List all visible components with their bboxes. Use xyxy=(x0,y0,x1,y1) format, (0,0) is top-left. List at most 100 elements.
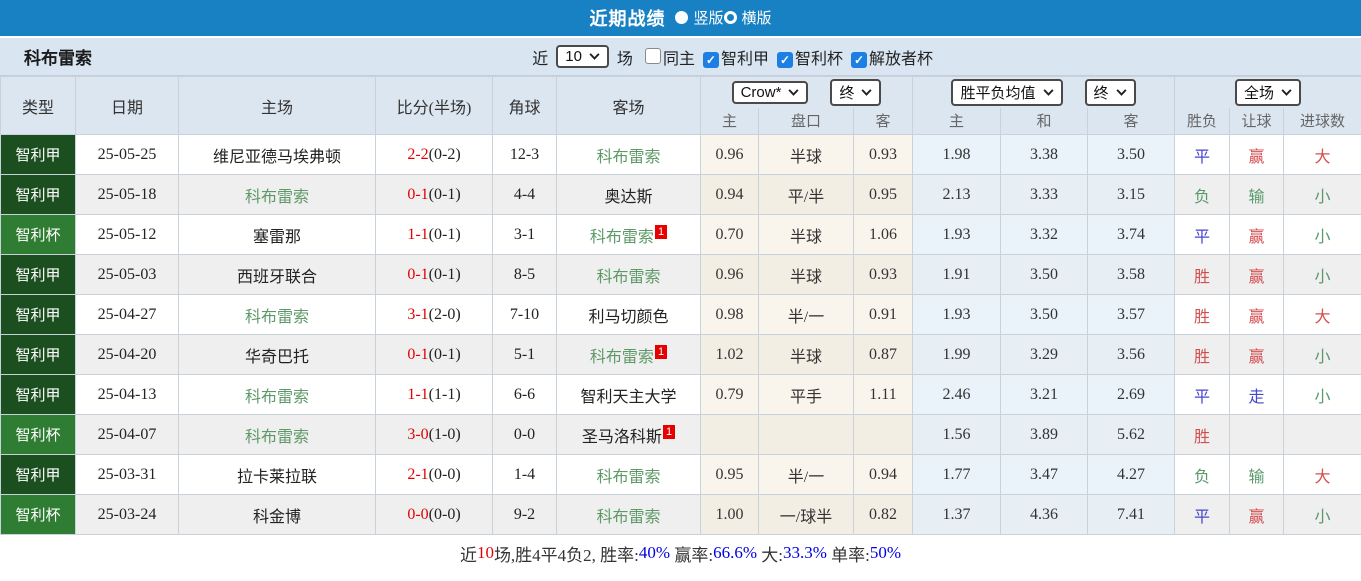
layout-radio-group: 竖版 横版 xyxy=(675,7,772,29)
avg-time-select[interactable]: 终 xyxy=(1084,78,1136,106)
odds-away-cell: 0.94 xyxy=(853,454,913,495)
team-name: 科布雷索 xyxy=(596,268,661,286)
checkbox-checked-icon[interactable]: ✓ xyxy=(776,51,793,68)
table-row: 智利甲 25-05-18 科布雷索 0-1(0-1) 4-4 奥达斯 0.94 平/半 0.95… xyxy=(0,174,1361,215)
avg-home-cell: 1.56 xyxy=(912,414,1001,455)
team-name: 科布雷索 xyxy=(24,49,92,68)
score-cell: 1-1(0-1) xyxy=(375,214,493,255)
goals-cell: 小 xyxy=(1282,334,1361,375)
avg-home-cell: 1.99 xyxy=(912,334,1001,375)
odds-time-select[interactable]: 终 xyxy=(830,78,882,106)
date-cell: 25-05-25 xyxy=(75,134,179,175)
home-team-cell: 塞雷那 xyxy=(178,214,376,255)
subcol-handicap-result: 让球 xyxy=(1229,107,1284,135)
filter-bar: 科布雷索 近 10 场 同主 ✓ 智利甲 ✓ 智利杯 ✓ 解放者杯 xyxy=(0,38,1361,76)
odds-home-cell: 0.94 xyxy=(700,174,759,215)
result-cell: 胜 xyxy=(1174,414,1230,455)
away-team-cell: 圣马洛科斯 1 xyxy=(556,414,701,455)
league-cell: 智利甲 xyxy=(0,374,76,415)
home-team-cell: 科布雷索 xyxy=(178,294,376,335)
away-team-cell: 奥达斯 xyxy=(556,174,701,215)
divider xyxy=(0,36,1361,38)
odds-group-header: Crow* 终 xyxy=(700,75,913,108)
away-team-cell: 科布雷索 xyxy=(556,134,701,175)
page-title: 近期战绩 xyxy=(589,9,666,29)
scope-select[interactable]: 全场 xyxy=(1235,78,1302,106)
avg-draw-cell: 3.33 xyxy=(1000,174,1088,215)
score-cell: 0-1(0-1) xyxy=(375,174,493,215)
col-header-type: 类型 xyxy=(0,76,76,135)
league-cell: 智利甲 xyxy=(0,294,76,335)
avg-away-cell: 3.57 xyxy=(1087,294,1175,335)
radio-selected-icon xyxy=(675,11,689,24)
team-name: 科布雷索 xyxy=(596,148,661,166)
odds-home-cell: 1.00 xyxy=(700,494,759,535)
odds-away-cell: 1.06 xyxy=(853,214,913,255)
layout-radio-selected[interactable]: 竖版 xyxy=(675,7,724,28)
date-cell: 25-04-07 xyxy=(75,414,179,455)
summary-segment: 大: xyxy=(757,545,783,565)
checkbox-unchecked-icon[interactable] xyxy=(644,47,661,64)
handicap-cell: 一/球半 xyxy=(758,494,854,535)
avg-draw-cell: 3.32 xyxy=(1000,214,1088,255)
result-cell: 负 xyxy=(1174,174,1230,215)
away-team-cell: 科布雷索 xyxy=(556,494,701,535)
checkbox-label[interactable]: 解放者杯 xyxy=(868,50,933,68)
odds-home-cell: 0.79 xyxy=(700,374,759,415)
goals-cell: 小 xyxy=(1282,214,1361,255)
checkbox-label[interactable]: 智利杯 xyxy=(794,50,843,68)
odds-home-cell: 1.02 xyxy=(700,334,759,375)
avg-draw-cell: 4.36 xyxy=(1000,494,1088,535)
date-cell: 25-05-18 xyxy=(75,174,179,215)
avg-home-cell: 2.13 xyxy=(912,174,1001,215)
team-name: 圣马洛科斯 xyxy=(581,428,662,446)
date-cell: 25-03-31 xyxy=(75,454,179,495)
league-cell: 智利杯 xyxy=(0,214,76,255)
score-cell: 0-1(0-1) xyxy=(375,254,493,295)
avg-home-cell: 1.77 xyxy=(912,454,1001,495)
league-cell: 智利杯 xyxy=(0,414,76,455)
avg-draw-cell: 3.38 xyxy=(1000,134,1088,175)
summary-segment: 10 xyxy=(476,543,494,562)
odds-source-select[interactable]: Crow* xyxy=(731,80,809,104)
score-cell: 3-1(2-0) xyxy=(375,294,493,335)
card-badge: 1 xyxy=(654,225,668,240)
avg-draw-cell: 3.21 xyxy=(1000,374,1088,415)
result-group-header: 全场 xyxy=(1173,75,1361,108)
away-team-cell: 利马切颜色 xyxy=(556,294,701,335)
summary-segment: 赢率: xyxy=(670,545,714,565)
team-name: 科布雷索 xyxy=(244,428,309,446)
match-count-select[interactable]: 10 xyxy=(556,45,609,68)
team-name: 维尼亚德马埃弗顿 xyxy=(212,148,341,166)
team-name: 科布雷索 xyxy=(244,188,309,206)
checkbox-checked-icon[interactable]: ✓ xyxy=(702,51,719,68)
checkbox-checked-icon[interactable]: ✓ xyxy=(850,51,867,68)
col-header-corners: 角球 xyxy=(492,76,557,135)
checkbox-label[interactable]: 智利甲 xyxy=(720,50,769,68)
avg-home-cell: 1.37 xyxy=(912,494,1001,535)
chevron-down-icon xyxy=(1042,88,1054,96)
odds-away-cell: 1.11 xyxy=(853,374,913,415)
layout-radio-option[interactable]: 横版 xyxy=(723,7,772,28)
avg-away-cell: 3.58 xyxy=(1087,254,1175,295)
handicap-cell: 平/半 xyxy=(758,174,854,215)
avg-home-cell: 1.91 xyxy=(912,254,1001,295)
summary-line: 近 10 场,胜4平4负2, 胜率: 40% 赢率: 66.6% 大: 33.3% 单率:… xyxy=(0,535,1361,571)
subcol-result: 胜负 xyxy=(1174,107,1230,135)
card-badge: 1 xyxy=(662,425,676,440)
date-cell: 25-03-24 xyxy=(75,494,179,535)
date-cell: 25-04-13 xyxy=(75,374,179,415)
score-cell: 1-1(1-1) xyxy=(375,374,493,415)
avg-draw-cell: 3.50 xyxy=(1000,294,1088,335)
away-team-cell: 智利天主大学 xyxy=(556,374,701,415)
handicap-cell: 平手 xyxy=(758,374,854,415)
corners-cell: 8-5 xyxy=(492,254,557,295)
checkbox-label[interactable]: 同主 xyxy=(662,50,695,68)
goals-cell: 小 xyxy=(1282,494,1361,535)
handicap-cell xyxy=(758,414,854,455)
avg-home-cell: 1.93 xyxy=(912,214,1001,255)
card-badge: 1 xyxy=(654,345,668,360)
table-row: 智利甲 25-03-31 拉卡莱拉联 2-1(0-0) 1-4 科布雷索 0.95 半/一 0.… xyxy=(0,454,1361,495)
avg-source-select[interactable]: 胜平负均值 xyxy=(951,78,1063,106)
away-team-cell: 科布雷索 1 xyxy=(556,334,701,375)
